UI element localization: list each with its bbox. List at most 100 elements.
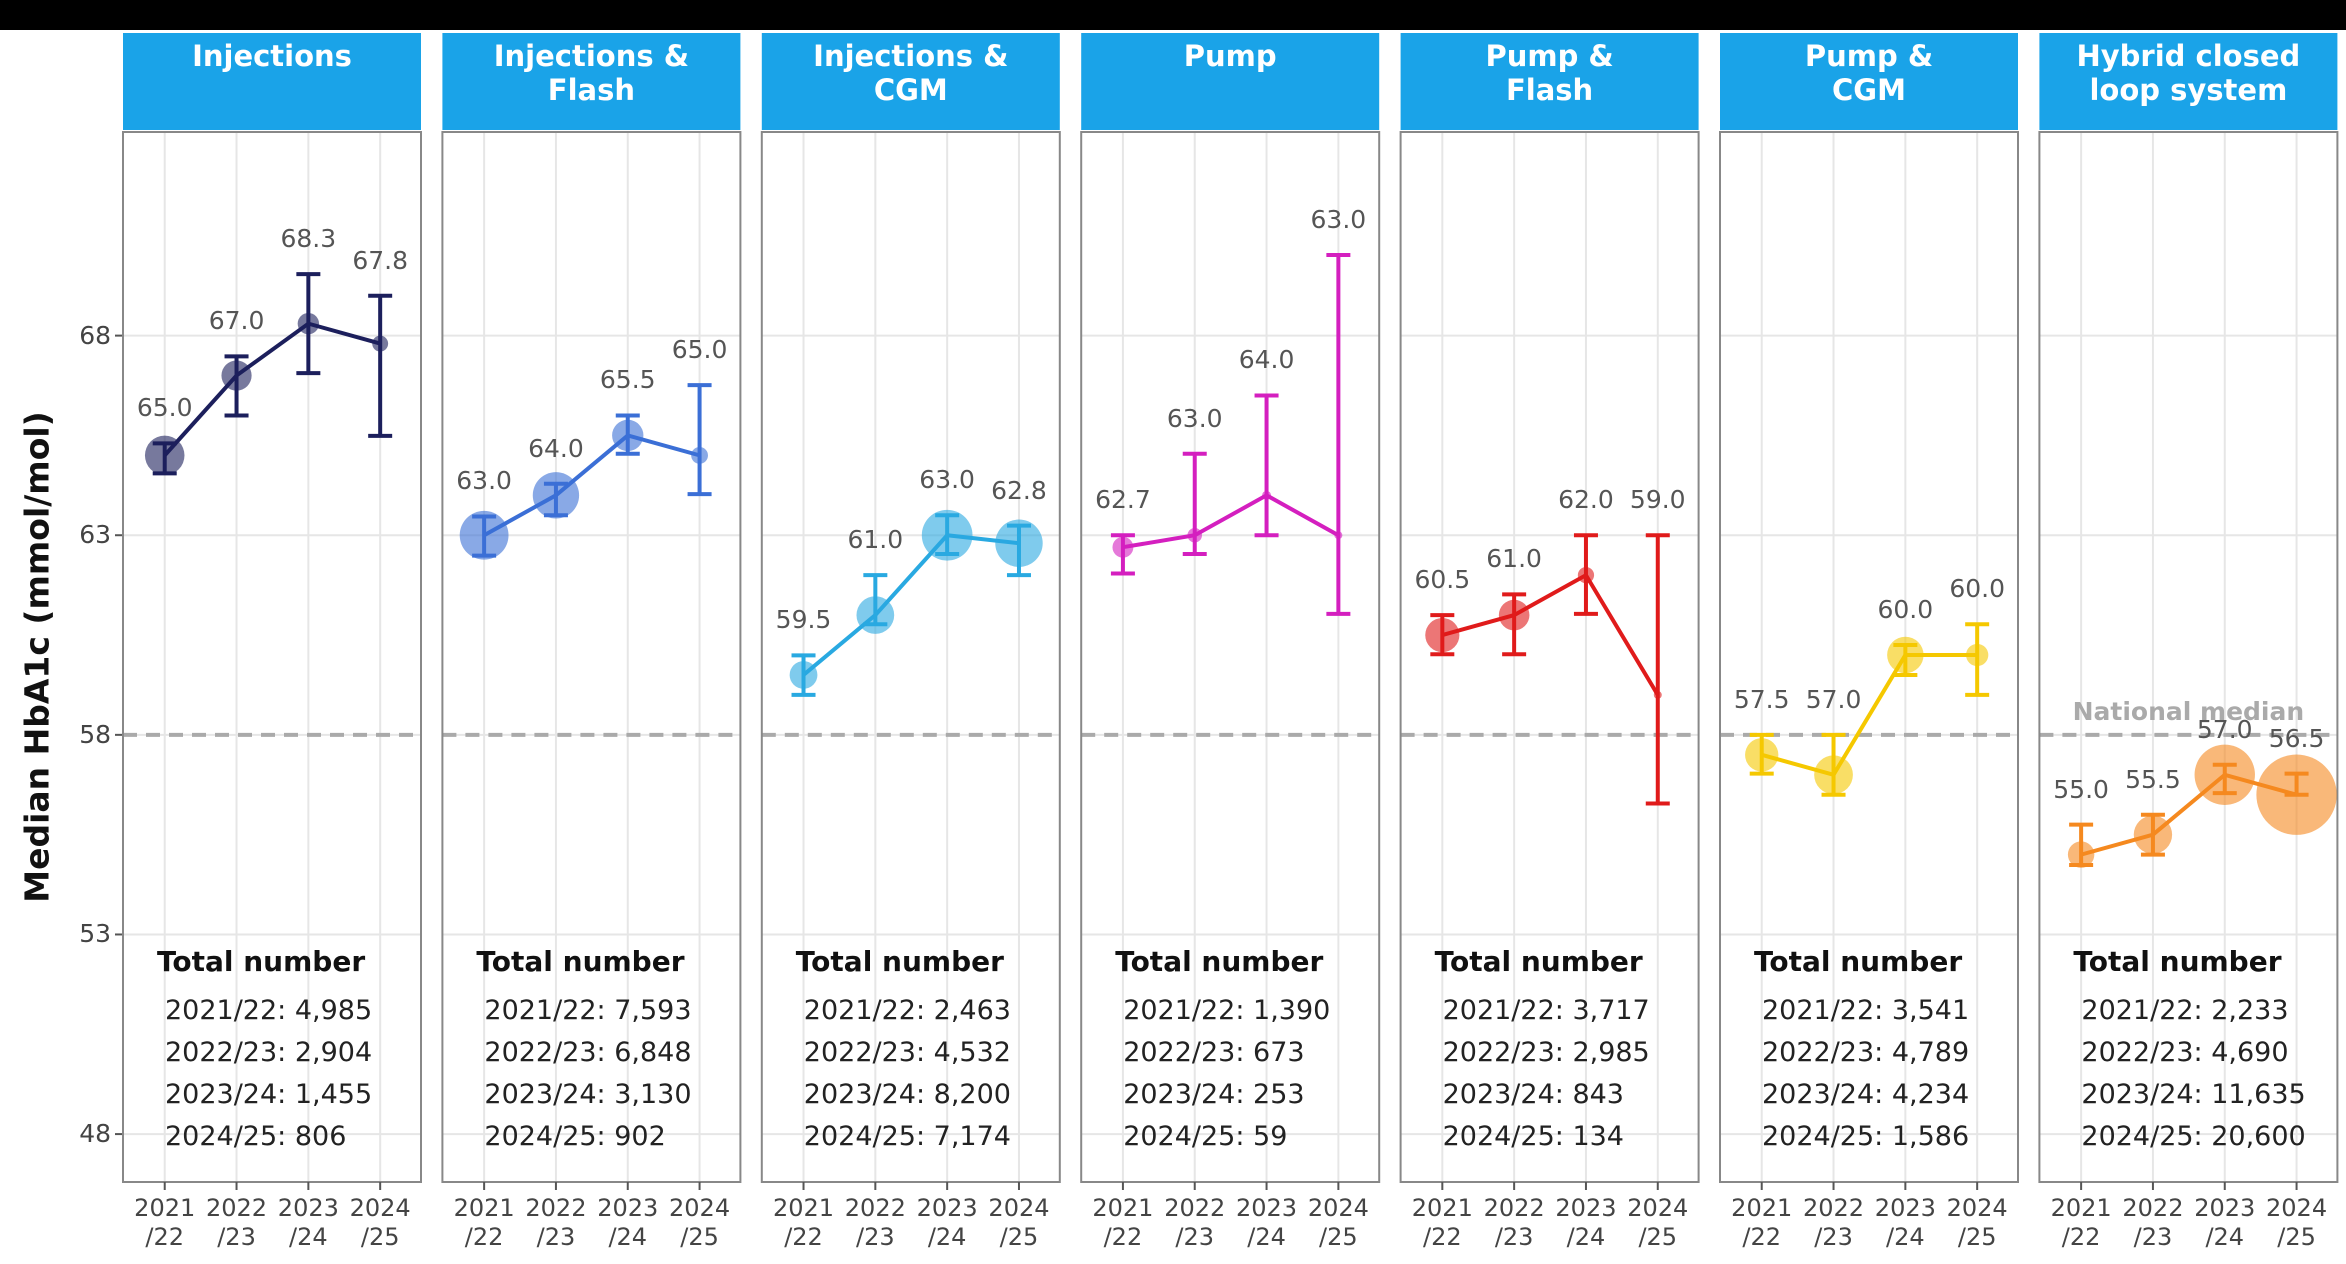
- value-label: 56.5: [2268, 723, 2325, 753]
- panel-title: Injections & Flash: [493, 39, 690, 107]
- panel-title: Pump & Flash: [1485, 39, 1614, 107]
- panel-header: [123, 33, 421, 130]
- error-bar: [1645, 533, 1670, 806]
- error-bar: [1430, 613, 1455, 657]
- totals-line: 2023/24: 4,234: [1762, 1079, 1970, 1110]
- value-label: 60.5: [1414, 565, 1471, 595]
- x-tick-label: 2022 /23: [525, 1194, 587, 1251]
- x-tick-label: 2023 /24: [916, 1194, 978, 1251]
- panel-border: [2038, 131, 2339, 1183]
- panel-header: [2039, 33, 2338, 130]
- error-bar: [2212, 762, 2237, 796]
- totals-line: 2021/22: 7,593: [484, 995, 692, 1026]
- totals-line: 2024/25: 902: [484, 1121, 666, 1152]
- totals-line: 2023/24: 1,455: [165, 1079, 373, 1110]
- totals-line: 2022/23: 4,789: [1762, 1037, 1970, 1068]
- error-bar: [615, 413, 640, 456]
- totals-line: 2024/25: 134: [1442, 1121, 1624, 1152]
- error-bar: [2069, 822, 2094, 868]
- totals-line: 2024/25: 806: [165, 1121, 347, 1152]
- error-bar: [1006, 523, 1031, 578]
- value-label: 63.0: [1310, 204, 1367, 234]
- x-tick-label: 2021 /22: [1411, 1194, 1473, 1251]
- x-tick-label: 2021 /22: [453, 1194, 515, 1251]
- value-label: 55.5: [2125, 764, 2181, 794]
- error-bar: [1893, 643, 1918, 677]
- panel-title: Injections & CGM: [813, 39, 1009, 107]
- panel-header: [442, 33, 741, 130]
- totals-title: Total number: [1115, 945, 1324, 978]
- x-tick-label: 2022 /23: [2122, 1194, 2184, 1251]
- totals-line: 2023/24: 843: [1442, 1079, 1624, 1110]
- totals-title: Total number: [157, 945, 366, 978]
- totals-line: 2023/24: 253: [1123, 1079, 1305, 1110]
- x-tick-label: 2024 /25: [669, 1194, 731, 1251]
- y-tick-label: 68: [79, 320, 111, 350]
- series-line: [802, 533, 1020, 677]
- series-line: [1122, 493, 1340, 550]
- totals-line: 2021/22: 2,463: [803, 995, 1011, 1026]
- y-tick-label: 53: [79, 919, 111, 949]
- totals-line: 2022/23: 2,985: [1442, 1037, 1650, 1068]
- series-line: [483, 433, 701, 537]
- x-tick-label: 2022 /23: [1802, 1194, 1865, 1251]
- y-tick-label: 63: [79, 520, 111, 550]
- value-label: 68.3: [280, 224, 337, 254]
- value-label: 64.0: [528, 433, 584, 463]
- panel-title: Pump & CGM: [1804, 39, 1934, 107]
- totals-line: 2024/25: 7,174: [803, 1121, 1011, 1152]
- x-tick-label: 2023 /24: [277, 1194, 339, 1251]
- panel-border: [1080, 131, 1381, 1183]
- x-tick-label: 2024 /25: [2266, 1194, 2328, 1251]
- error-bar: [1821, 732, 1846, 797]
- totals-line: 2023/24: 3,130: [484, 1079, 692, 1110]
- x-tick-label: 2022 /23: [1483, 1194, 1545, 1251]
- totals-line: 2024/25: 1,586: [1762, 1121, 1970, 1152]
- y-axis-label: Median HbA1c (mmol/mol): [17, 411, 57, 903]
- panel-title: Injections: [192, 39, 352, 73]
- totals-line: 2022/23: 4,532: [803, 1037, 1011, 1068]
- error-bar: [935, 513, 960, 556]
- totals-line: 2021/22: 1,390: [1123, 995, 1331, 1026]
- x-tick-label: 2021 /22: [134, 1194, 196, 1251]
- totals-line: 2023/24: 8,200: [803, 1079, 1011, 1110]
- value-label: 65.0: [136, 393, 193, 423]
- panel-border: [1719, 131, 2019, 1183]
- error-bar: [296, 272, 321, 376]
- value-label: 55.0: [2053, 774, 2109, 804]
- totals-title: Total number: [2073, 945, 2282, 978]
- value-label: 67.0: [208, 306, 265, 336]
- x-tick-label: 2024 /25: [988, 1194, 1050, 1251]
- error-bar: [863, 573, 888, 627]
- error-bar: [472, 514, 497, 558]
- value-label: 63.0: [1166, 403, 1223, 433]
- value-label: 59.5: [775, 605, 832, 635]
- error-bar: [1502, 592, 1527, 657]
- error-bar: [543, 481, 568, 518]
- panel-border: [1399, 131, 1700, 1183]
- error-bar: [687, 383, 712, 497]
- value-label: 65.5: [599, 365, 656, 395]
- x-tick-label: 2024 /25: [1946, 1194, 2008, 1251]
- error-bar: [368, 293, 393, 438]
- error-bar: [2284, 771, 2309, 797]
- x-tick-label: 2023 /24: [1236, 1194, 1298, 1251]
- error-bar: [2140, 812, 2165, 857]
- value-label: 63.0: [919, 465, 975, 495]
- value-label: 61.0: [1486, 544, 1542, 574]
- totals-title: Total number: [476, 945, 685, 978]
- error-bar: [1573, 533, 1598, 616]
- x-tick-label: 2021 /22: [1731, 1194, 1793, 1251]
- x-tick-label: 2021 /22: [2050, 1194, 2112, 1251]
- totals-line: 2021/22: 3,541: [1762, 995, 1970, 1026]
- panel-title: Hybrid closed loop system: [2076, 39, 2301, 107]
- panel-header: [1720, 33, 2018, 130]
- value-label: 59.0: [1629, 485, 1686, 515]
- x-tick-label: 2021 /22: [772, 1194, 835, 1251]
- value-label: 62.7: [1095, 485, 1151, 515]
- value-label: 62.0: [1558, 485, 1614, 515]
- x-tick-label: 2024 /25: [1627, 1194, 1689, 1251]
- value-label: 60.0: [1949, 574, 2005, 604]
- series-line: [1761, 653, 1978, 778]
- error-bar: [224, 354, 249, 418]
